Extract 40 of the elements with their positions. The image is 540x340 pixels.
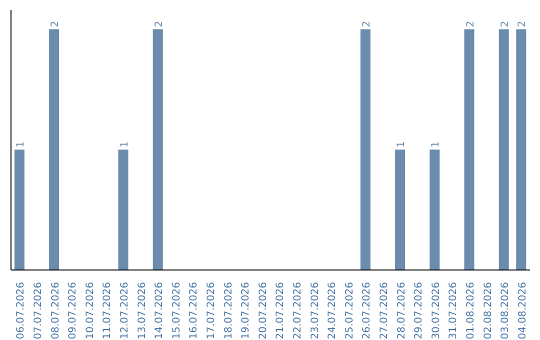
data-label: 2 xyxy=(361,20,372,28)
x-tick-label: 02.08.2026 xyxy=(482,282,494,340)
x-tick-label: 31.07.2026 xyxy=(448,282,460,340)
data-label: 1 xyxy=(119,141,130,148)
data-label: 1 xyxy=(15,141,26,148)
data-label: 2 xyxy=(50,20,62,28)
data-label: 2 xyxy=(500,20,511,28)
x-tick-label: 20.07.2026 xyxy=(258,282,269,340)
x-tick-label: 01.08.2026 xyxy=(465,282,476,340)
x-tick-label: 29.07.2026 xyxy=(414,282,425,340)
x-tick-label: 15.07.2026 xyxy=(171,282,182,340)
x-tick-label: 08.07.2026 xyxy=(50,282,62,340)
x-tick-label: 19.07.2026 xyxy=(240,282,252,340)
x-tick-label: 13.07.2026 xyxy=(136,282,148,340)
data-label: 2 xyxy=(154,20,165,28)
x-tick-label: 23.07.2026 xyxy=(310,282,321,340)
data-label: 1 xyxy=(430,141,442,148)
x-tick-label: 14.07.2026 xyxy=(154,282,166,340)
x-tick-label: 28.07.2026 xyxy=(396,282,408,340)
x-tick-label: 22.07.2026 xyxy=(292,282,304,340)
data-label: 1 xyxy=(396,141,408,148)
data-label: 2 xyxy=(517,20,528,28)
x-tick-label: 12.07.2026 xyxy=(119,282,130,340)
x-tick-label: 11.07.2026 xyxy=(102,282,114,340)
x-tick-label: 17.07.2026 xyxy=(206,282,217,340)
x-tick-label: 07.07.2026 xyxy=(32,282,44,340)
x-tick-label: 03.08.2026 xyxy=(500,282,512,340)
x-tick-label: 16.07.2026 xyxy=(188,282,200,340)
x-tick-label: 04.08.2026 xyxy=(517,282,528,340)
x-tick-label: 24.07.2026 xyxy=(327,282,338,340)
x-tick-label: 09.07.2026 xyxy=(68,282,79,340)
data-label: 2 xyxy=(465,20,476,28)
x-tick-label: 25.07.2026 xyxy=(344,282,356,340)
x-tick-label: 06.07.2026 xyxy=(16,282,27,340)
x-tick-label: 30.07.2026 xyxy=(430,282,442,340)
x-tick-label: 10.07.2026 xyxy=(84,282,96,340)
x-tick-label: 18.07.2026 xyxy=(223,282,234,340)
x-tick-label: 21.07.2026 xyxy=(275,282,286,340)
x-tick-label: 27.07.2026 xyxy=(378,282,390,340)
x-tick-label: 26.07.2026 xyxy=(362,282,373,340)
